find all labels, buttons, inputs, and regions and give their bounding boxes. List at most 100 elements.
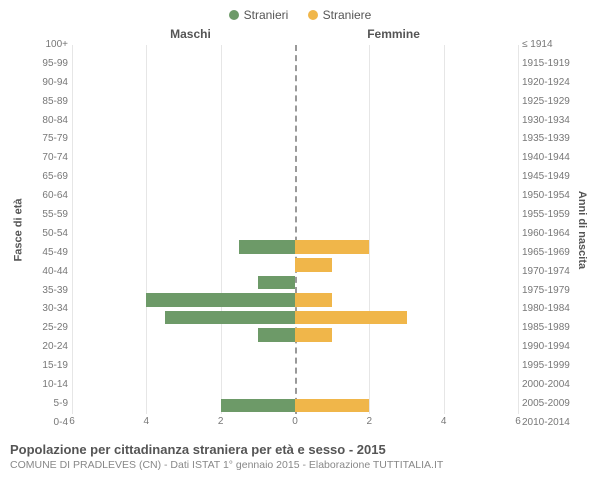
bar-row [72, 361, 518, 379]
birth-year-ticks: ≤ 19141915-19191920-19241925-19291930-19… [518, 36, 574, 432]
header-female: Femmine [367, 27, 420, 41]
bar-row [72, 344, 518, 362]
bar-row [72, 150, 518, 168]
age-tick: 90-94 [26, 74, 68, 92]
age-tick: 5-9 [26, 395, 68, 413]
female-bar [295, 240, 369, 254]
x-tick: 4 [441, 416, 447, 427]
bar-row [72, 238, 518, 256]
age-tick: 0-4 [26, 414, 68, 432]
bar-row [72, 98, 518, 116]
x-axis: 6420246 [72, 416, 518, 432]
female-bar [295, 328, 332, 342]
birth-year-tick: 1960-1964 [522, 225, 574, 243]
column-headers: Maschi Femmine [72, 27, 518, 45]
birth-year-tick: 1985-1989 [522, 319, 574, 337]
legend-label-female: Straniere [323, 8, 372, 22]
male-bar [221, 399, 295, 413]
age-tick: 45-49 [26, 244, 68, 262]
age-tick: 95-99 [26, 55, 68, 73]
age-tick: 70-74 [26, 149, 68, 167]
bar-row [72, 221, 518, 239]
birth-year-tick: 1915-1919 [522, 55, 574, 73]
bar-row [72, 326, 518, 344]
female-bar [295, 311, 407, 325]
male-bar [258, 328, 295, 342]
bar-row [72, 203, 518, 221]
age-tick: 15-19 [26, 357, 68, 375]
birth-year-tick: 1940-1944 [522, 149, 574, 167]
y-axis-label-left: Fasce di età [10, 27, 26, 432]
legend-item-female: Straniere [308, 8, 372, 22]
female-bar [295, 293, 332, 307]
x-tick: 6 [515, 416, 521, 427]
female-bar [295, 258, 332, 272]
age-tick: 10-14 [26, 376, 68, 394]
y-axis-label-right: Anni di nascita [574, 27, 590, 432]
plot-area [72, 45, 518, 414]
chart-subtitle: COMUNE DI PRADLEVES (CN) - Dati ISTAT 1°… [10, 459, 590, 471]
x-tick: 2 [367, 416, 373, 427]
bar-row [72, 115, 518, 133]
age-tick: 60-64 [26, 187, 68, 205]
birth-year-tick: 1925-1929 [522, 93, 574, 111]
legend-swatch-male [229, 10, 239, 20]
age-tick: 35-39 [26, 282, 68, 300]
birth-year-tick: 1975-1979 [522, 282, 574, 300]
gridline [518, 45, 519, 414]
x-tick: 0 [292, 416, 298, 427]
birth-year-tick: ≤ 1914 [522, 36, 574, 54]
plot-wrap: Fasce di età 100+95-9990-9485-8980-8475-… [10, 27, 590, 432]
header-male: Maschi [170, 27, 211, 41]
age-tick: 30-34 [26, 300, 68, 318]
birth-year-tick: 1990-1994 [522, 338, 574, 356]
birth-year-tick: 1950-1954 [522, 187, 574, 205]
chart-container: Stranieri Straniere Fasce di età 100+95-… [0, 0, 600, 500]
age-tick: 55-59 [26, 206, 68, 224]
male-bar [258, 276, 295, 290]
male-bar [165, 311, 295, 325]
birth-year-tick: 2005-2009 [522, 395, 574, 413]
age-tick: 80-84 [26, 112, 68, 130]
bar-row [72, 133, 518, 151]
x-tick: 2 [218, 416, 224, 427]
bar-row [72, 186, 518, 204]
male-bar [146, 293, 295, 307]
bar-row [72, 397, 518, 415]
legend: Stranieri Straniere [10, 8, 590, 23]
legend-label-male: Stranieri [244, 8, 289, 22]
age-tick: 50-54 [26, 225, 68, 243]
legend-swatch-female [308, 10, 318, 20]
birth-year-tick: 1920-1924 [522, 74, 574, 92]
age-group-ticks: 100+95-9990-9485-8980-8475-7970-7465-696… [26, 36, 72, 432]
age-tick: 20-24 [26, 338, 68, 356]
age-tick: 85-89 [26, 93, 68, 111]
birth-year-tick: 1935-1939 [522, 130, 574, 148]
bar-row [72, 80, 518, 98]
birth-year-tick: 1970-1974 [522, 263, 574, 281]
male-bar [239, 240, 295, 254]
age-tick: 75-79 [26, 130, 68, 148]
chart-footer: Popolazione per cittadinanza straniera p… [10, 442, 590, 471]
bar-row [72, 291, 518, 309]
chart-title: Popolazione per cittadinanza straniera p… [10, 442, 590, 457]
bar-row [72, 379, 518, 397]
age-tick: 100+ [26, 36, 68, 54]
age-tick: 25-29 [26, 319, 68, 337]
female-bar [295, 399, 369, 413]
bar-row [72, 63, 518, 81]
bar-rows [72, 45, 518, 414]
birth-year-tick: 2010-2014 [522, 414, 574, 432]
bar-row [72, 274, 518, 292]
birth-year-tick: 1945-1949 [522, 168, 574, 186]
bar-row [72, 45, 518, 63]
bar-row [72, 256, 518, 274]
birth-year-tick: 1995-1999 [522, 357, 574, 375]
birth-year-tick: 1930-1934 [522, 112, 574, 130]
birth-year-tick: 1980-1984 [522, 300, 574, 318]
birth-year-tick: 1955-1959 [522, 206, 574, 224]
x-tick: 6 [69, 416, 75, 427]
bar-row [72, 309, 518, 327]
birth-year-tick: 2000-2004 [522, 376, 574, 394]
age-tick: 65-69 [26, 168, 68, 186]
